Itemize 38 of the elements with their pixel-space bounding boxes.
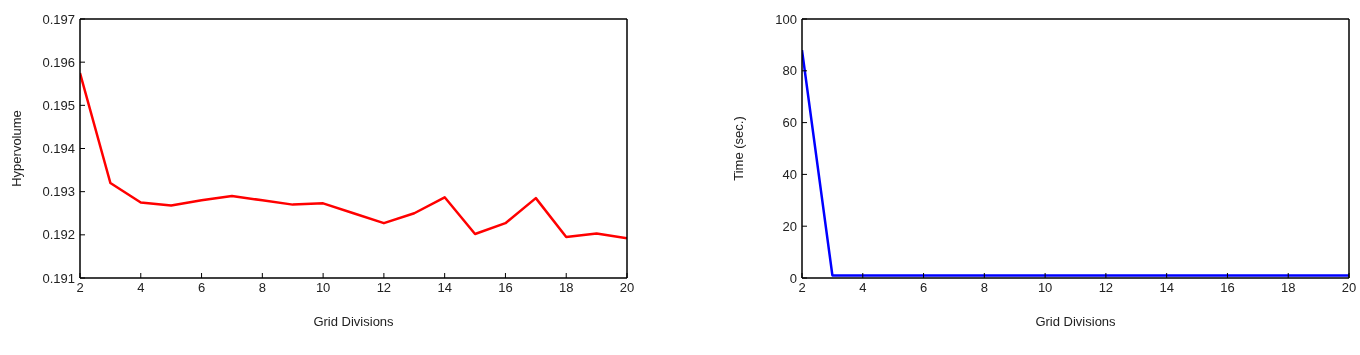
y-tick-label: 0.191 xyxy=(42,270,75,286)
x-tick-label: 6 xyxy=(919,280,928,296)
y-tick-label: 20 xyxy=(782,218,797,234)
x-tick-label: 20 xyxy=(619,280,635,296)
x-tick-label: 10 xyxy=(1037,280,1053,296)
y-tick-label: 40 xyxy=(782,167,797,183)
x-tick-label: 8 xyxy=(258,280,266,296)
x-tick-label: 2 xyxy=(76,280,84,296)
x-axis-title: Grid Divisions xyxy=(1035,314,1117,329)
line-series xyxy=(80,71,627,240)
x-tick-label: 12 xyxy=(376,280,392,296)
x-tick-label: 12 xyxy=(1098,280,1114,296)
x-tick-label: 4 xyxy=(859,280,867,296)
x-tick-label: 18 xyxy=(558,280,574,296)
x-tick-label: 10 xyxy=(315,280,331,296)
x-tick-label: 6 xyxy=(197,280,206,296)
y-tick-label: 100 xyxy=(775,11,797,27)
y-tick-label: 0.195 xyxy=(42,97,75,113)
x-tick-label: 14 xyxy=(1159,280,1174,296)
x-tick-label: 4 xyxy=(137,280,145,296)
y-tick-label: 0.197 xyxy=(42,11,75,27)
y-axis-title: Time (sec.) xyxy=(730,116,746,181)
x-tick-label: 2 xyxy=(798,280,806,296)
x-tick-label: 20 xyxy=(1341,280,1357,296)
x-tick-label: 16 xyxy=(1220,280,1235,296)
y-tick-label: 0.196 xyxy=(42,54,75,70)
x-tick-label: 16 xyxy=(498,280,513,296)
x-tick-label: 8 xyxy=(980,280,988,296)
y-tick-label: 0.192 xyxy=(42,227,75,243)
y-tick-label: 80 xyxy=(782,63,797,79)
y-tick-label: 60 xyxy=(782,115,797,131)
y-tick-label: 0.193 xyxy=(42,184,75,200)
x-tick-label: 18 xyxy=(1280,280,1296,296)
y-tick-label: 0 xyxy=(789,270,797,286)
y-tick-label: 0.194 xyxy=(42,141,75,157)
x-tick-label: 14 xyxy=(437,280,452,296)
x-axis-title: Grid Divisions xyxy=(313,314,395,329)
y-axis-title: Hypervolume xyxy=(8,110,24,187)
